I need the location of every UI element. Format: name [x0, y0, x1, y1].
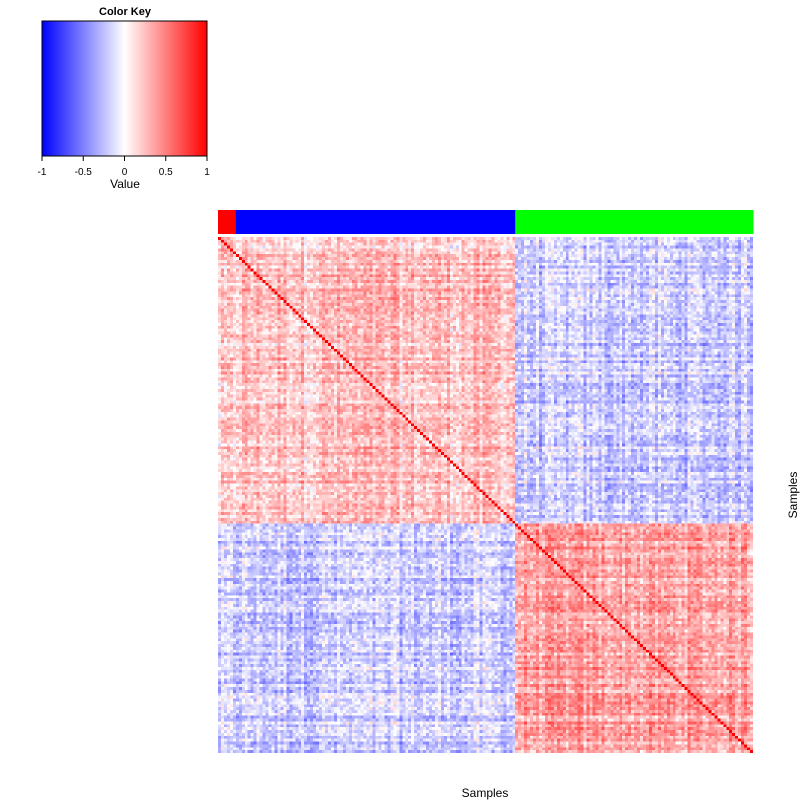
color-key-tick-label: 0 — [122, 167, 128, 178]
color-key-tick-label: 0.5 — [159, 167, 173, 178]
color-key-tick-label: -0.5 — [75, 167, 93, 178]
color-key-ticks: -1 -0.5 0 0.5 1 — [38, 156, 210, 178]
color-key-gradient — [41, 20, 208, 157]
heatmap-cells — [218, 237, 753, 753]
group-color-segment — [515, 210, 754, 234]
group-color-segment — [235, 210, 516, 234]
color-key-title: Color Key — [99, 6, 152, 18]
group-color-segment — [218, 210, 237, 234]
y-axis-label: Samples — [786, 472, 800, 519]
color-key-xlabel: Value — [110, 177, 140, 191]
group-color-bar — [218, 210, 754, 234]
x-axis-label: Samples — [462, 786, 509, 800]
color-key-tick-label: -1 — [38, 167, 47, 178]
color-key: Color Key -1 -0.5 0 0.5 1 Value — [38, 6, 211, 191]
color-key-tick-label: 1 — [204, 167, 210, 178]
